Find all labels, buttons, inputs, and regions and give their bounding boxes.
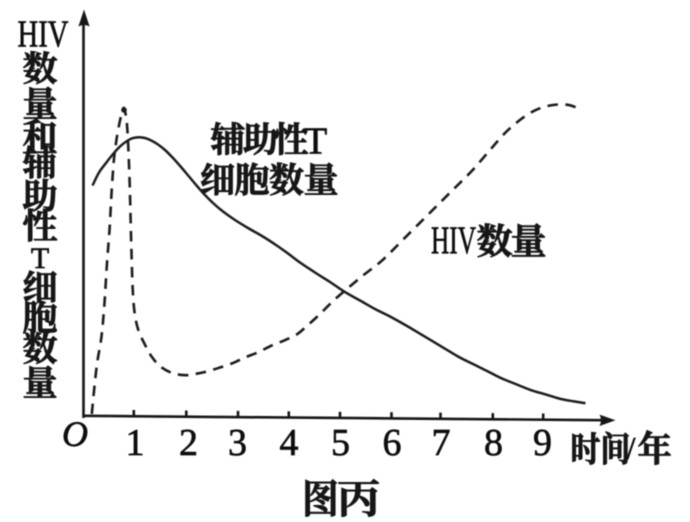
- svg-text:O: O: [62, 414, 88, 454]
- svg-text:4: 4: [280, 422, 299, 464]
- svg-text:2: 2: [179, 422, 198, 464]
- svg-text:5: 5: [331, 422, 350, 464]
- svg-text:1: 1: [126, 422, 145, 464]
- svg-text:HIV: HIV: [431, 219, 476, 262]
- svg-text:HIV: HIV: [18, 14, 69, 56]
- svg-text:T: T: [31, 242, 49, 275]
- svg-text:3: 3: [228, 422, 247, 464]
- svg-text:6: 6: [383, 422, 402, 464]
- svg-text:/: /: [627, 430, 636, 466]
- svg-text:8: 8: [484, 422, 503, 464]
- svg-text:9: 9: [533, 422, 552, 464]
- svg-text:T: T: [304, 121, 327, 163]
- svg-text:7: 7: [432, 422, 451, 464]
